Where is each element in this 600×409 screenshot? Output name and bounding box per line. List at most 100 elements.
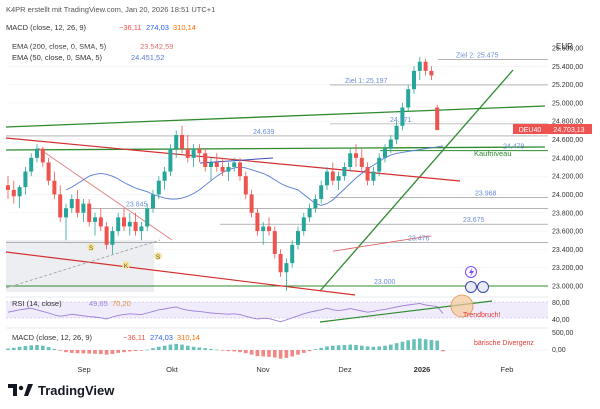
candle-body [313, 199, 318, 209]
candle [203, 148, 208, 172]
candle-body [243, 176, 248, 195]
candle-body [64, 208, 68, 218]
pattern-marker-s1-bg [87, 243, 95, 251]
rsi-line [7, 302, 444, 323]
macd-bar [418, 338, 422, 350]
candle-body [197, 148, 202, 154]
time-tick-label: Okt [166, 365, 179, 374]
candle-body [98, 217, 103, 227]
candle [313, 194, 318, 213]
macd-bar [383, 345, 387, 350]
candle-body [354, 153, 358, 158]
macd-bar [104, 350, 109, 355]
time-tick-label: Feb [501, 365, 514, 374]
candle [58, 185, 63, 222]
candle-body [139, 226, 144, 232]
candle-body [191, 148, 196, 158]
macd-bar [180, 344, 184, 350]
candle [81, 199, 86, 222]
candle-body [81, 203, 86, 213]
macd-bar [128, 350, 132, 352]
price-tick-label: 24.800,00 [552, 119, 583, 126]
macd-bar [360, 345, 364, 350]
macd-bar [244, 350, 248, 354]
event-icon-1[interactable] [465, 281, 477, 293]
time-axis[interactable]: Sep Okt Nov Dez 2026 Feb [77, 365, 513, 374]
candle [412, 66, 416, 94]
candle [336, 171, 341, 190]
macd-bar [122, 350, 126, 353]
last-price-tag: DEU40 24.703,13 [513, 124, 592, 134]
macd-bar [226, 350, 231, 352]
candle [191, 144, 196, 167]
event-icon-2[interactable] [477, 281, 489, 293]
macd-bar [220, 350, 225, 351]
price-tick-label: 24.600,00 [552, 137, 583, 144]
candle-body [267, 226, 271, 232]
macd-bar [41, 345, 45, 350]
macd-bar [302, 350, 306, 353]
candle [359, 148, 364, 172]
candle-body [261, 226, 266, 232]
macd-bar [400, 341, 405, 350]
macd-bar [215, 349, 219, 351]
pattern-marker-k-bg [122, 261, 130, 269]
macd-title: MACD (close, 12, 26, 9) [12, 333, 93, 342]
macd-bar [168, 344, 173, 350]
ema50-value: 24.451,52 [131, 53, 164, 62]
candle [249, 189, 254, 218]
candle-body [435, 107, 440, 131]
candle [423, 58, 428, 76]
ema200-value: 23.542,59 [140, 42, 173, 51]
candle-body [145, 208, 150, 227]
price-axis[interactable]: 25.600,00 25.400,00 25.200,00 25.000,00 24.8… [552, 46, 583, 291]
rsi-tick-80: 80,00 [552, 300, 570, 307]
macd-bar [313, 349, 318, 350]
macd-bar [232, 350, 236, 352]
candle [319, 180, 324, 204]
candle-body [185, 148, 190, 158]
candle-body [220, 167, 225, 172]
macd-bar [174, 343, 178, 350]
candle [23, 167, 28, 195]
time-tick-label: Nov [256, 365, 270, 374]
macd-header-v1: −36,11 [119, 23, 142, 32]
candle-body [58, 194, 63, 218]
instrument-name: DEU40 [519, 127, 542, 134]
candle [168, 144, 173, 177]
macd-bar [441, 350, 445, 352]
rsi-title: RSI (14, close) [12, 299, 62, 308]
candle-body [127, 221, 132, 227]
falling-resistance-line [5, 137, 461, 182]
candle-body [284, 263, 289, 273]
candle [52, 171, 57, 200]
macd-bar [139, 350, 144, 351]
time-tick-label: Sep [77, 365, 90, 374]
price-tick-label: 23.000,00 [552, 284, 583, 291]
macd-bar [191, 346, 196, 350]
level-label: 24.639 [253, 129, 275, 136]
candle [174, 130, 179, 158]
macd-bar [273, 350, 277, 358]
candle [40, 146, 45, 167]
macd-bar [145, 349, 149, 351]
event-icons[interactable] [465, 266, 489, 293]
candle [214, 153, 219, 172]
candle [151, 189, 155, 213]
credit-text: K4PR erstellt mit TradingView.com, Jan 2… [6, 5, 215, 14]
macd-bar [6, 348, 10, 350]
candle [64, 203, 68, 241]
candle-body [162, 171, 167, 181]
candle [290, 240, 295, 268]
macd-histogram-value: 310,14 [177, 333, 200, 342]
macd-bar [249, 350, 254, 355]
level-label: Ziel 1: 25.197 [345, 78, 388, 85]
candle-body [116, 217, 121, 232]
price-tick-label: 24.400,00 [552, 155, 583, 162]
candle-body [87, 203, 92, 222]
macd-bar [116, 350, 120, 353]
divergence-label: bärische Divergenz [474, 340, 534, 347]
rising-support-line [319, 69, 514, 292]
upper-trendline [5, 105, 546, 128]
